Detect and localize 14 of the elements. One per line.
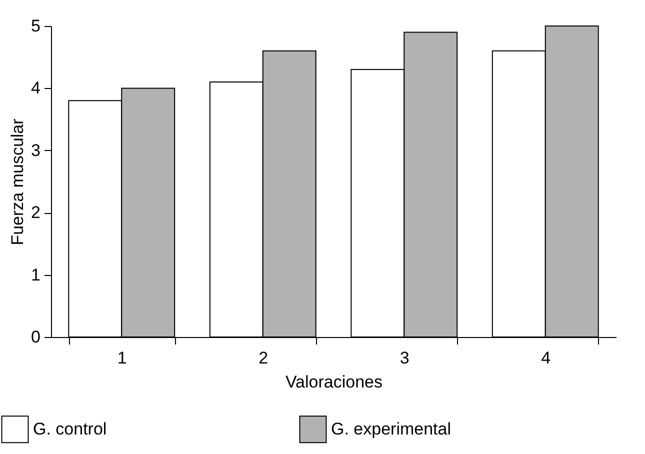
y-axis-title: Fuerza muscular xyxy=(8,118,28,246)
legend-label: G. control xyxy=(33,419,107,438)
y-tick-label: 1 xyxy=(31,265,40,284)
x-tick-label: 2 xyxy=(258,348,268,368)
x-axis-title: Valoraciones xyxy=(285,372,383,392)
y-tick-label: 3 xyxy=(31,140,40,160)
y-tick-label: 4 xyxy=(31,78,40,98)
x-tick-label: 1 xyxy=(117,348,127,368)
y-tick-label: 2 xyxy=(31,203,40,222)
x-tick-label: 3 xyxy=(400,348,410,368)
legend-label: G. experimental xyxy=(331,419,451,438)
y-tick-label: 5 xyxy=(31,16,40,36)
y-tick-label: 0 xyxy=(31,328,40,346)
x-tick-label: 4 xyxy=(541,348,551,368)
